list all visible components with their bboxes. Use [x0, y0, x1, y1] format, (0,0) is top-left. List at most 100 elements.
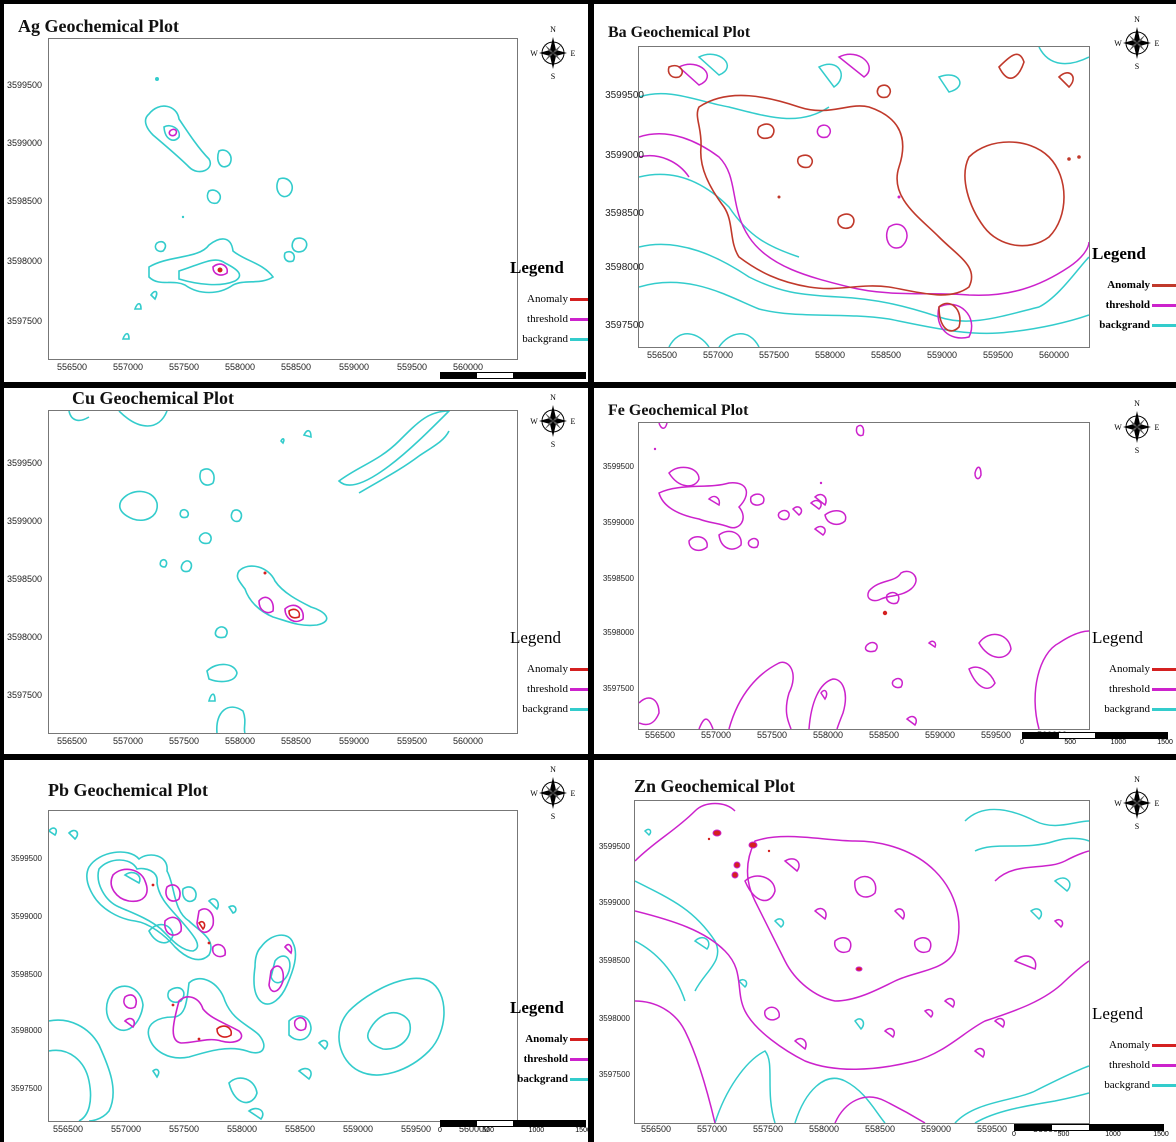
panel-ba: Ba Geochemical Plot — [594, 4, 1176, 382]
background-contour — [302, 429, 312, 439]
background-contour — [1038, 47, 1089, 65]
x-tick-label: 559500 — [976, 1124, 1008, 1134]
anomaly-contour — [216, 1025, 233, 1038]
compass-e: E — [571, 49, 576, 58]
x-tick-label: 558500 — [868, 730, 900, 740]
x-tick-label: 558000 — [814, 350, 846, 360]
background-contour — [199, 468, 215, 486]
threshold-contour — [172, 996, 243, 1044]
y-tick-label: 3598000 — [605, 262, 644, 273]
background-contour — [291, 237, 308, 253]
threshold-contour — [824, 510, 847, 526]
background-contour — [639, 281, 1089, 335]
background-contour — [668, 333, 710, 347]
threshold-contour — [943, 997, 956, 1009]
anomaly-contour — [1057, 72, 1074, 89]
compass-n: N — [1134, 775, 1140, 784]
x-tick-label: 557000 — [702, 350, 734, 360]
threshold-contour — [816, 124, 831, 139]
anomaly-spot — [733, 861, 741, 869]
x-tick-label: 559500 — [400, 1124, 432, 1134]
background-contour — [118, 411, 168, 427]
y-tick-label: 3598000 — [598, 1014, 630, 1023]
contour-map — [68, 411, 451, 733]
anomaly-contour — [696, 94, 973, 296]
background-contour — [216, 706, 246, 733]
compass-e: E — [1155, 39, 1160, 48]
threshold-contour — [937, 303, 973, 339]
background-contour — [207, 693, 216, 702]
x-tick-label: 559000 — [342, 1124, 374, 1134]
legend-label: Anomaly — [1109, 663, 1150, 675]
x-tick-label: 557500 — [756, 730, 788, 740]
north-arrow-icon: N S W E — [530, 392, 576, 449]
compass-e: E — [571, 789, 576, 798]
legend-label: Anomaly — [1107, 279, 1150, 291]
legend-label: threshold — [1109, 683, 1150, 695]
compass-w: W — [1114, 423, 1122, 432]
y-tick-label: 3599000 — [602, 518, 634, 527]
background-contour — [247, 1107, 264, 1121]
threshold-contour — [885, 223, 908, 249]
threshold-contour — [677, 63, 708, 86]
y-tick-label: 3598500 — [598, 956, 630, 965]
threshold-contour — [791, 506, 803, 516]
background-contour — [198, 532, 212, 545]
background-contour — [227, 905, 237, 914]
legend-item-background: backgrand — [1092, 318, 1176, 332]
legend-item-anomaly: Anomaly — [510, 292, 588, 306]
threshold-contour — [211, 943, 227, 958]
compass-w: W — [530, 49, 538, 58]
background-contour — [773, 918, 785, 928]
compass-n: N — [550, 393, 556, 402]
threshold-contour — [783, 858, 800, 873]
y-tick-label: 3599500 — [598, 842, 630, 851]
x-tick-label: 556500 — [640, 1124, 672, 1134]
legend-label: Anomaly — [527, 293, 568, 305]
x-tick-label: 558000 — [226, 1124, 258, 1134]
x-tick-label: 560000 — [452, 736, 484, 746]
scale-label: 0 — [1020, 739, 1024, 746]
threshold-contour — [923, 1008, 934, 1019]
threshold-contour — [635, 802, 736, 862]
x-tick-label: 560000 — [458, 1124, 490, 1134]
threshold-contour — [808, 678, 847, 729]
compass-e: E — [571, 417, 576, 426]
y-tick-label: 3599500 — [602, 462, 634, 471]
x-tick-label: 558500 — [280, 736, 312, 746]
background-contour — [974, 837, 1089, 852]
y-tick-label: 3598500 — [10, 970, 42, 979]
background-contour — [148, 238, 275, 294]
legend: Legend Anomaly threshold backgrand — [1092, 244, 1176, 338]
y-tick-label: 3597500 — [6, 316, 42, 326]
threshold-contour — [164, 916, 183, 936]
legend-label: threshold — [527, 683, 568, 695]
threshold-contour — [883, 1027, 896, 1039]
anomaly-contour — [837, 213, 855, 230]
x-tick-label: 558500 — [284, 1124, 316, 1134]
anomaly-contour — [667, 64, 684, 79]
y-tick-label: 3598000 — [602, 628, 634, 637]
anomaly-contour — [796, 154, 814, 169]
y-tick-label: 3597500 — [6, 690, 42, 700]
x-tick-label: 557500 — [168, 1124, 200, 1134]
threshold-contour — [854, 875, 877, 898]
threshold-contour — [974, 466, 982, 480]
scale-bar: 0 500 1000 1500 — [1020, 732, 1173, 748]
legend-label: Anomaly — [527, 663, 568, 675]
x-tick-label: 557000 — [112, 362, 144, 372]
background-contour — [144, 105, 212, 173]
map-area — [638, 422, 1090, 730]
x-tick-label: 559500 — [982, 350, 1014, 360]
y-tick-label: 3598500 — [6, 196, 42, 206]
background-contour — [68, 411, 90, 422]
legend-item-threshold: threshold — [510, 682, 588, 696]
background-contour — [159, 558, 168, 568]
anomaly-spot — [731, 871, 739, 879]
y-tick-label: 3599000 — [598, 898, 630, 907]
scale-bar — [440, 372, 586, 382]
threshold-contour — [793, 1037, 807, 1051]
x-tick-label: 556500 — [646, 350, 678, 360]
threshold-contour — [123, 994, 138, 1010]
background-contour — [283, 250, 296, 263]
